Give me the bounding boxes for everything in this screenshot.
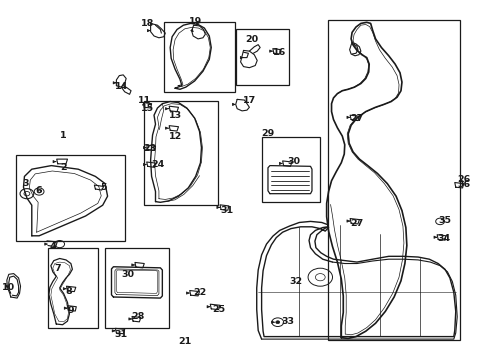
Bar [16,155,124,241]
Text: 27: 27 [349,219,363,228]
Text: 24: 24 [150,161,164,169]
Text: 4: 4 [49,242,56,251]
Text: 20: 20 [245,35,258,44]
Text: 32: 32 [289,277,302,286]
Text: 3: 3 [22,179,29,188]
Text: 21: 21 [178,337,191,346]
Text: 26: 26 [456,175,469,184]
Text: 2: 2 [60,163,67,172]
Text: 34: 34 [437,234,449,243]
Text: 31: 31 [115,330,127,338]
Bar [261,137,320,202]
Text: 6: 6 [36,186,42,195]
Text: 8: 8 [65,287,72,296]
Text: 15: 15 [141,104,154,113]
Text: 5: 5 [100,183,107,192]
Text: 13: 13 [168,111,181,120]
Text: 25: 25 [212,305,225,314]
Text: 19: 19 [188,17,202,26]
Bar [327,20,459,340]
Text: 30: 30 [122,270,134,279]
Bar [48,248,98,328]
Bar [105,248,168,328]
Bar [163,22,234,92]
Text: 28: 28 [131,311,144,320]
Text: 9: 9 [67,306,74,315]
Text: 29: 29 [261,129,274,138]
Text: 10: 10 [2,284,15,292]
Bar [144,101,217,205]
Bar [235,29,288,85]
Text: 12: 12 [168,132,182,141]
Circle shape [275,321,279,324]
Text: 14: 14 [114,82,128,91]
Text: 18: 18 [141,19,154,28]
Text: 36: 36 [456,180,469,189]
Text: 23: 23 [143,144,156,153]
Text: 35: 35 [438,216,450,225]
Text: 7: 7 [54,264,61,273]
Text: 1: 1 [60,130,67,139]
Text: 33: 33 [281,317,293,325]
Text: 30: 30 [286,157,299,166]
Text: 31: 31 [221,206,233,215]
Text: 16: 16 [272,48,286,57]
Text: 17: 17 [242,96,256,105]
Text: 27: 27 [349,113,363,122]
Text: 11: 11 [137,96,151,105]
Text: 22: 22 [192,288,206,297]
